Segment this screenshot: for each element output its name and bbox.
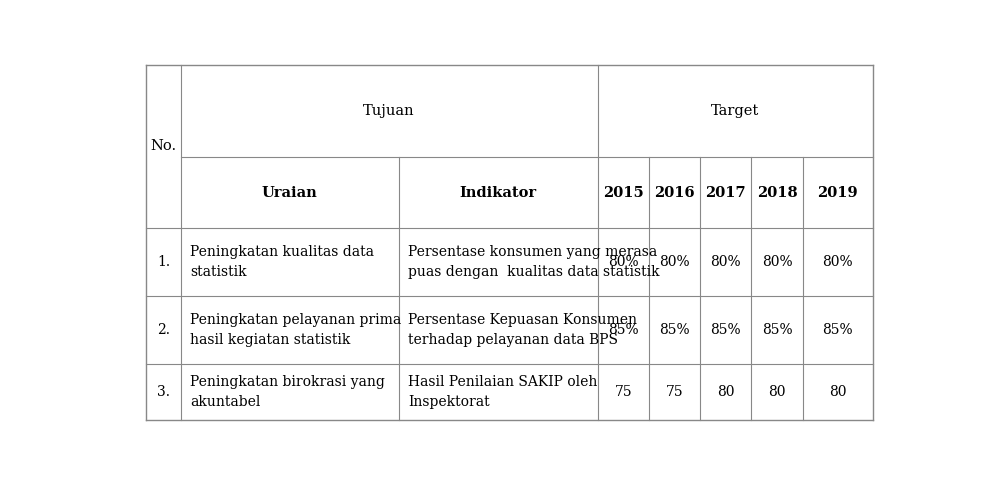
Text: 85%: 85% bbox=[761, 323, 792, 337]
Text: Indikator: Indikator bbox=[459, 185, 536, 200]
Text: 85%: 85% bbox=[710, 323, 740, 337]
Text: Peningkatan kualitas data
statistik: Peningkatan kualitas data statistik bbox=[189, 244, 374, 279]
Text: 80%: 80% bbox=[821, 255, 852, 269]
Text: 75: 75 bbox=[614, 385, 631, 399]
Text: Uraian: Uraian bbox=[261, 185, 317, 200]
Text: 2.: 2. bbox=[157, 323, 170, 337]
Text: 80%: 80% bbox=[607, 255, 638, 269]
Text: 1.: 1. bbox=[157, 255, 170, 269]
Text: 85%: 85% bbox=[659, 323, 689, 337]
Text: Tujuan: Tujuan bbox=[363, 104, 414, 118]
Text: 75: 75 bbox=[665, 385, 682, 399]
Text: 3.: 3. bbox=[157, 385, 170, 399]
Text: 85%: 85% bbox=[607, 323, 638, 337]
Text: Persentase Kepuasan Konsumen
terhadap pelayanan data BPS: Persentase Kepuasan Konsumen terhadap pe… bbox=[407, 313, 636, 348]
Text: 2019: 2019 bbox=[816, 185, 857, 200]
Text: 80%: 80% bbox=[761, 255, 792, 269]
Text: 80: 80 bbox=[767, 385, 785, 399]
Text: No.: No. bbox=[150, 139, 176, 153]
Text: 2015: 2015 bbox=[602, 185, 643, 200]
Text: Peningkatan birokrasi yang
akuntabel: Peningkatan birokrasi yang akuntabel bbox=[189, 375, 385, 409]
Text: 2018: 2018 bbox=[756, 185, 797, 200]
Text: 80%: 80% bbox=[659, 255, 689, 269]
Text: 85%: 85% bbox=[821, 323, 852, 337]
Text: Hasil Penilaian SAKIP oleh
Inspektorat: Hasil Penilaian SAKIP oleh Inspektorat bbox=[407, 375, 597, 409]
Text: 2017: 2017 bbox=[705, 185, 745, 200]
Text: Target: Target bbox=[711, 104, 758, 118]
Text: Peningkatan pelayanan prima
hasil kegiatan statistik: Peningkatan pelayanan prima hasil kegiat… bbox=[189, 313, 400, 348]
Text: 80%: 80% bbox=[710, 255, 740, 269]
Text: 2016: 2016 bbox=[654, 185, 694, 200]
Text: Persentase konsumen yang merasa
puas dengan  kualitas data statistik: Persentase konsumen yang merasa puas den… bbox=[407, 244, 659, 279]
Text: 80: 80 bbox=[716, 385, 734, 399]
Text: 80: 80 bbox=[828, 385, 846, 399]
